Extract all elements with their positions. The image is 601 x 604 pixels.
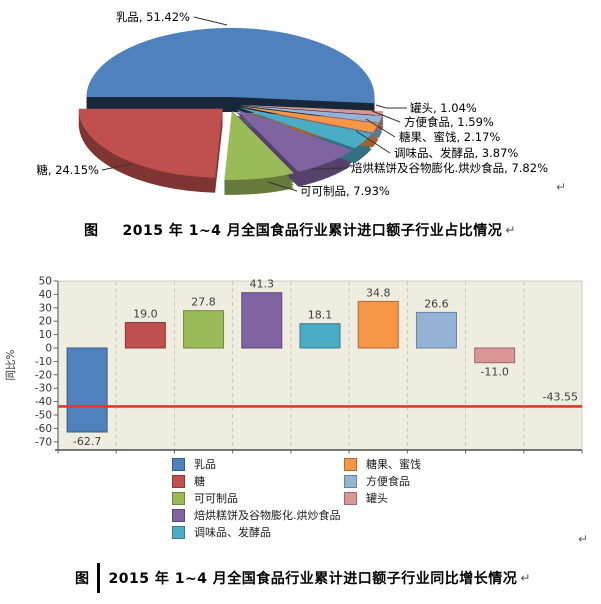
pie-slice: [239, 105, 383, 123]
pie-label-leader: [101, 163, 133, 171]
y-tick-label: -60: [35, 423, 52, 435]
legend-column: 糖果、蜜饯方便食品罐头: [344, 456, 421, 507]
pie-label-leader: [371, 110, 401, 123]
legend-swatch-icon: [344, 491, 357, 505]
bar-value-label: -11.0: [480, 366, 508, 379]
y-axis-title: 同比%: [4, 349, 17, 380]
legend-item: 焙烘糕饼及谷物膨化.烘炒食品: [172, 507, 341, 523]
figure2-title: 2015 年 1~4 月全国食品行业累计进口额子行业同比增长情况: [108, 571, 518, 587]
y-tick-label: -40: [35, 396, 52, 408]
legend-swatch-icon: [172, 474, 185, 488]
legend-label: 糖: [194, 475, 205, 488]
pie-label-leader: [267, 181, 298, 192]
y-tick-label: 40: [39, 289, 52, 301]
legend-label: 乳品: [194, 458, 216, 471]
pie-label-leader: [375, 104, 407, 109]
legend-column: 乳品糖可可制品焙烘糕饼及谷物膨化.烘炒食品 调味品、发酵品: [172, 456, 341, 541]
legend-swatch-icon: [172, 525, 185, 539]
legend-item: 方便食品: [344, 473, 421, 489]
figure1-prefix: 图: [84, 223, 99, 239]
pie-slice-label: 调味品、发酵品, 3.87%: [394, 146, 518, 160]
legend-swatch-icon: [172, 491, 185, 505]
pie-slice-label: 糖果、蜜饯, 2.17%: [399, 130, 500, 144]
pie-label-leader: [365, 118, 396, 138]
pie-slice-label: 糖, 24.15%: [36, 163, 99, 177]
legend-label: 糖果、蜜饯: [366, 458, 421, 471]
legend-swatch-icon: [344, 474, 357, 488]
bar: [241, 292, 283, 349]
y-tick-label: 30: [39, 302, 52, 314]
bar: [183, 310, 225, 349]
bar: [299, 323, 341, 349]
y-tick-label: -10: [35, 356, 52, 368]
legend-item: 罐头: [344, 490, 421, 506]
pie-slice: [86, 27, 375, 104]
legend-item: 糖果、蜜饯: [344, 456, 421, 472]
bar-value-label: 26.6: [424, 297, 449, 310]
reference-line-label: -43.55: [543, 390, 578, 403]
pie-slice-label: 可可制品, 7.93%: [300, 184, 390, 198]
legend-item: 可可制品: [172, 490, 341, 506]
figure2-caption: 图 2015 年 1~4 月全国食品行业累计进口额子行业同比增长情况 ↵: [75, 561, 531, 595]
y-tick-label: 10: [39, 329, 52, 341]
legend-item: 糖: [172, 473, 341, 489]
pie-slice-label: 乳品, 51.42%: [116, 10, 190, 24]
legend-item: 调味品、发酵品: [172, 524, 341, 540]
figure2-prefix: 图: [75, 571, 90, 587]
legend-swatch-icon: [172, 508, 185, 522]
legend-item: 乳品: [172, 456, 341, 472]
pie-slice: [236, 109, 353, 172]
bar: [66, 347, 108, 433]
pie-chart: 乳品, 51.42% 糖, 24.15% 可可制品, 7.93% 焙烘糕饼及谷物膨化.…: [36, 10, 548, 198]
y-tick-label: -70: [35, 436, 52, 448]
y-tick-label: -20: [35, 369, 52, 381]
bar-value-label: -62.7: [73, 435, 101, 448]
y-tick-label: 20: [39, 316, 52, 328]
pie-slice: [78, 108, 223, 178]
pie-label-leader: [310, 167, 348, 170]
pie-slice: [224, 110, 294, 180]
y-tick-label: 50: [39, 276, 52, 288]
return-mark-icon: ↵: [505, 223, 516, 237]
return-mark-icon: ↵: [578, 532, 589, 546]
y-tick-label: -50: [35, 410, 52, 422]
bar-value-label: 19.0: [133, 308, 158, 321]
bar-value-label: 18.1: [308, 309, 333, 322]
bar-value-label: 41.3: [250, 278, 275, 291]
pie-slice-label: 方便食品, 1.59%: [404, 115, 494, 129]
pie-label-leader: [355, 130, 391, 154]
legend-label: 罐头: [366, 492, 388, 505]
pie-slice: [238, 107, 372, 149]
legend-label: 可可制品: [194, 492, 238, 505]
bar-value-label: 27.8: [191, 296, 216, 309]
legend-swatch-icon: [344, 457, 357, 471]
y-tick-label: -30: [35, 383, 52, 395]
pie-slice-label: 焙烘糕饼及谷物膨化.烘炒食品, 7.82%: [351, 161, 548, 175]
legend-swatch-icon: [172, 457, 185, 471]
pie-slice: [239, 106, 379, 133]
legend-label: 方便食品: [366, 475, 410, 488]
legend-label: 调味品、发酵品: [194, 526, 271, 539]
pie-slice-label: 罐头, 1.04%: [410, 101, 477, 115]
bar: [124, 322, 166, 349]
bar: [357, 300, 399, 349]
legend-label: 焙烘糕饼及谷物膨化.烘炒食品: [194, 509, 341, 522]
bar-value-label: 34.8: [366, 286, 391, 299]
figure1-caption: 图 2015 年 1~4 月全国食品行业累计进口额子行业占比情况 ↵: [84, 220, 516, 240]
return-mark-icon: ↵: [520, 571, 531, 585]
caption-divider: [96, 563, 100, 593]
pie-slice: [239, 104, 384, 116]
plot-area: [57, 280, 583, 451]
return-mark-icon: ↵: [556, 180, 567, 194]
figure1-title: 2015 年 1~4 月全国食品行业累计进口额子行业占比情况: [122, 223, 503, 239]
bar: [415, 311, 457, 349]
pie-label-leader: [193, 16, 228, 26]
bar: [474, 347, 516, 364]
y-tick-label: 0: [45, 343, 52, 355]
